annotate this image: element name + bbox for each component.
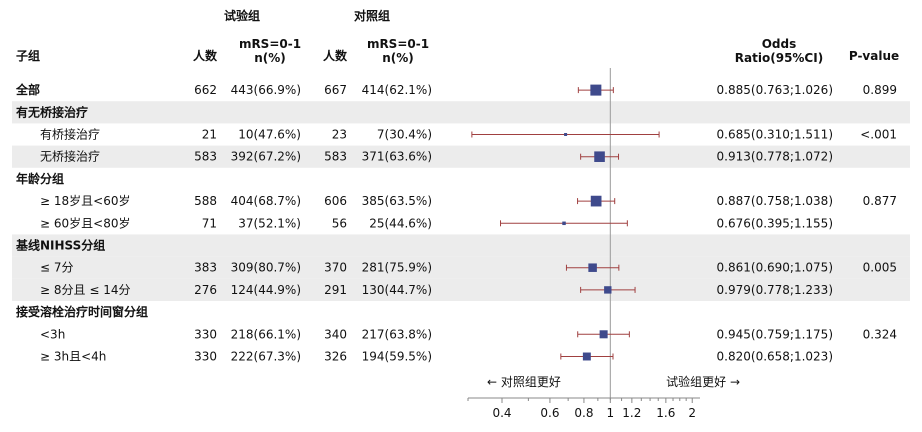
mrs-ctrl: 414(62.1%) [362,83,432,97]
row-label: 全部 [15,82,40,97]
x-tick-label: 2 [688,406,696,420]
n-trial: 383 [194,261,217,275]
or-point [582,352,591,361]
mrs-ctrl: 25(44.6%) [369,216,432,230]
x-tick-label: 1.6 [656,406,675,420]
x-tick-label: 0.4 [492,406,511,420]
n-trial: 21 [202,128,217,142]
header-mrs-ctrl-l1: mRS=0-1 [367,37,429,51]
mrs-trial: 404(68.7%) [231,194,301,208]
group-header-label: 接受溶栓治疗时间窗分组 [16,304,148,319]
or-point [604,286,612,294]
or-ci-text: 0.979(0.778;1.233) [717,283,833,297]
header-n-ctrl: 人数 [323,48,348,63]
row-shade [12,278,910,301]
group-header-label: 基线NIHSS分组 [15,238,105,253]
row-label: ≤ 7分 [40,261,74,275]
n-trial: 588 [194,194,217,208]
or-point [564,133,568,136]
n-trial: 330 [194,327,217,341]
mrs-trial: 309(80.7%) [231,261,301,275]
row-label: 无桥接治疗 [40,149,100,164]
n-ctrl: 370 [324,261,347,275]
n-ctrl: 340 [324,327,347,341]
p-value: 0.899 [863,83,897,97]
x-tick-label: 0.8 [574,406,593,420]
n-trial: 583 [194,150,217,164]
n-ctrl: 583 [324,150,347,164]
p-value: 0.324 [863,327,897,341]
or-ci-text: 0.887(0.758;1.038) [717,194,833,208]
n-trial: 662 [194,83,217,97]
header-trial-group: 试验组 [224,8,260,23]
favors-control-label: ← 对照组更好 [487,375,561,389]
mrs-trial: 222(67.3%) [231,350,301,364]
row-shade [12,256,910,279]
row-label: ≥ 8分且 ≤ 14分 [40,283,130,297]
row-shade [12,234,910,257]
or-ci-text: 0.676(0.395;1.155) [717,216,833,230]
n-trial: 276 [194,283,217,297]
or-ci-text: 0.861(0.690;1.075) [717,261,833,275]
row-label: ≥ 3h且<4h [40,350,106,364]
row-label: ≥ 60岁且<80岁 [40,215,130,230]
header-odds-l1: Odds [762,37,797,51]
mrs-trial: 37(52.1%) [238,216,301,230]
favors-trial-label: 试验组更好 → [666,374,740,389]
n-ctrl: 667 [324,83,347,97]
or-ci-text: 0.685(0.310;1.511) [717,128,833,142]
p-value: 0.005 [863,261,897,275]
mrs-ctrl: 385(63.5%) [362,194,432,208]
header-pvalue: P-value [849,49,899,63]
or-point [599,330,608,339]
x-tick-label: 0.6 [540,406,559,420]
mrs-ctrl: 281(75.9%) [362,261,432,275]
mrs-trial: 10(47.6%) [238,128,301,142]
group-header-label: 有无桥接治疗 [16,104,88,119]
row-label: ≥ 18岁且<60岁 [40,193,130,208]
n-ctrl: 56 [332,216,347,230]
header-mrs-trial-l1: mRS=0-1 [239,37,301,51]
n-ctrl: 606 [324,194,347,208]
or-point [588,263,597,272]
p-value: <.001 [860,128,897,142]
header-n-trial: 人数 [193,48,218,63]
mrs-trial: 443(66.9%) [231,83,301,97]
row-label: 有桥接治疗 [40,127,100,142]
mrs-ctrl: 371(63.6%) [362,150,432,164]
or-ci-text: 0.913(0.778;1.072) [717,150,833,164]
x-tick-label: 1 [606,406,614,420]
mrs-ctrl: 194(59.5%) [362,350,432,364]
or-point [562,221,566,226]
or-point [590,84,602,96]
header-mrs-trial-l2: n(%) [254,51,286,65]
n-ctrl: 326 [324,350,347,364]
mrs-trial: 124(44.9%) [231,283,301,297]
header-group-label: 子组 [16,48,40,63]
row-label: <3h [40,327,65,341]
p-value: 0.877 [863,194,897,208]
or-ci-text: 0.820(0.658;1.023) [717,350,833,364]
mrs-trial: 392(67.2%) [231,150,301,164]
n-trial: 71 [202,216,217,230]
n-trial: 330 [194,350,217,364]
or-point [594,151,605,162]
mrs-ctrl: 130(44.7%) [362,283,432,297]
x-tick-label: 1.2 [622,406,641,420]
mrs-ctrl: 217(63.8%) [362,327,432,341]
n-ctrl: 291 [324,283,347,297]
group-header-label: 年龄分组 [16,171,64,186]
mrs-ctrl: 7(30.4%) [377,128,432,142]
row-shade [12,101,910,124]
header-odds-l2: Ratio(95%CI) [735,51,823,65]
header-control-group: 对照组 [354,8,390,23]
mrs-trial: 218(66.1%) [231,327,301,341]
or-point [590,195,602,207]
n-ctrl: 23 [332,128,347,142]
row-shade [12,145,910,168]
header-mrs-ctrl-l2: n(%) [382,51,414,65]
or-ci-text: 0.945(0.759;1.175) [717,327,833,341]
or-ci-text: 0.885(0.763;1.026) [717,83,833,97]
